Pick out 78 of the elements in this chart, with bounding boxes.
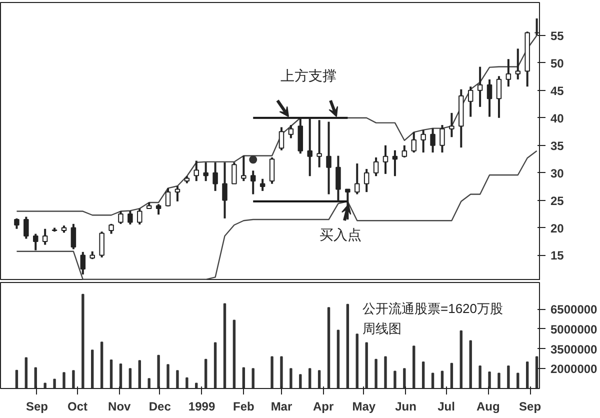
candlestick — [515, 48, 521, 80]
y-tick-label: 3500000 — [550, 342, 598, 356]
candlestick — [232, 161, 237, 185]
candlestick — [430, 127, 436, 154]
candlestick — [137, 208, 142, 226]
candlestick — [373, 156, 379, 178]
candlestick — [32, 232, 38, 252]
x-tick-label: 1999 — [188, 400, 216, 414]
candlestick — [486, 78, 492, 118]
candlestick — [449, 112, 454, 138]
candlestick — [354, 162, 360, 196]
candlestick — [241, 154, 246, 182]
y-tick-label: 50 — [550, 56, 564, 70]
x-tick-label: Sep — [26, 400, 48, 414]
x-tick-label: Apr — [313, 400, 334, 414]
candlestick — [326, 120, 332, 196]
y-tick-label: 6500000 — [550, 302, 598, 316]
x-tick-label: May — [352, 400, 376, 414]
annotation: 买入点 — [320, 226, 362, 242]
candlestick — [316, 119, 322, 168]
candlestick — [222, 161, 228, 220]
x-tick-label: Aug — [476, 400, 500, 414]
candlestick — [194, 160, 200, 182]
candlestick — [477, 66, 483, 108]
candlestick — [70, 222, 76, 250]
candlestick — [108, 222, 114, 235]
candlestick — [14, 217, 20, 230]
line-series — [16, 34, 538, 216]
y-tick-label: 5000000 — [550, 322, 598, 336]
x-tick-label: Sep — [519, 400, 542, 414]
line-series — [16, 150, 538, 280]
candlestick — [42, 228, 48, 246]
candlestick — [382, 144, 388, 175]
candlestick — [336, 154, 341, 202]
candlestick — [99, 230, 104, 258]
y-tick-label: 40 — [550, 111, 564, 126]
candlestick — [440, 124, 445, 154]
candlestick — [278, 126, 284, 152]
y-tick-label: 55 — [550, 28, 564, 43]
x-tick-label: Oct — [68, 400, 88, 414]
candlestick — [420, 128, 426, 154]
candlestick — [307, 116, 312, 178]
candlestick — [364, 168, 370, 194]
candlestick — [411, 131, 416, 154]
candlestick — [203, 161, 208, 182]
annotation: 公开流通股票=1620万股 — [362, 301, 504, 316]
candlestick — [250, 170, 256, 196]
y-tick-label: 30 — [550, 166, 564, 180]
y-tick-label: 2000000 — [550, 362, 598, 376]
candlestick — [288, 124, 294, 140]
x-tick-label: Jul — [438, 400, 455, 414]
candlestick — [165, 187, 171, 208]
candlestick — [269, 156, 275, 185]
x-tick-label: Feb — [232, 400, 254, 414]
candlestick — [260, 178, 266, 192]
x-tick-label: Nov — [108, 400, 132, 414]
candlestick — [24, 216, 29, 240]
candlestick — [118, 210, 124, 225]
y-tick-label: 20 — [550, 221, 564, 236]
candlestick — [468, 86, 474, 118]
y-tick-label: 35 — [550, 138, 564, 153]
annotation: 上方支撑 — [280, 68, 336, 84]
candlestick — [128, 210, 133, 226]
candlestick — [156, 203, 162, 216]
x-tick-label: Jun — [395, 400, 416, 414]
candlestick — [80, 250, 86, 276]
candlestick — [496, 75, 502, 119]
y-tick-label: 25 — [550, 194, 564, 208]
x-tick-label: Dec — [148, 400, 172, 414]
candlestick — [174, 185, 180, 202]
y-tick-label: 15 — [550, 248, 564, 263]
y-tick-label: 45 — [550, 84, 564, 98]
x-tick-label: Mar — [270, 400, 292, 414]
candlestick — [212, 161, 218, 192]
candlestick — [392, 149, 398, 178]
annotation: 周线图 — [362, 321, 402, 336]
candlestick — [506, 58, 512, 88]
candlestick — [402, 144, 408, 158]
